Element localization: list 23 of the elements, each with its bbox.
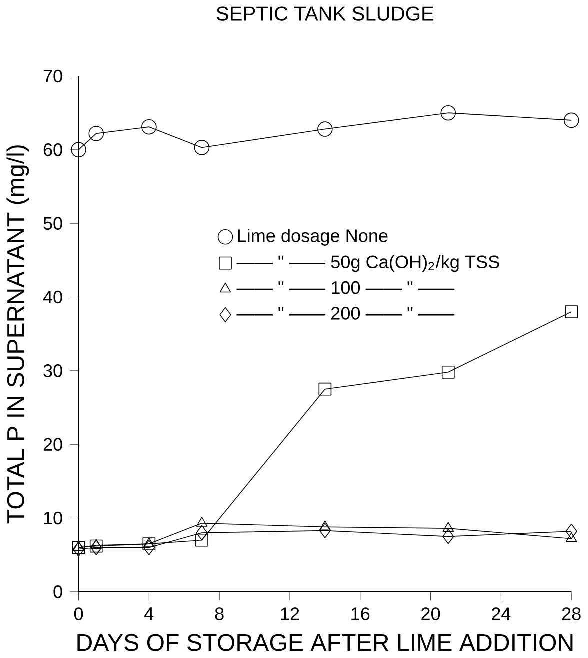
y-tick-label: 30 [44,364,62,378]
y-tick-label: 60 [44,144,62,156]
x-tick-label: 20 [421,608,440,620]
y-tick-label: 20 [44,438,62,452]
x-axis-title: DAYS OF STORAGE AFTER LIME ADDITION [78,634,573,652]
x-tick-label: 4 [144,608,154,620]
x-tick-label: 28 [562,608,581,620]
y-tick-label: 50 [44,217,62,230]
y-tick-label: 70 [44,70,62,83]
x-tick-label: 16 [352,608,370,620]
x-tick-label: 24 [492,608,511,620]
y-axis-title: TOTAL P IN SUPERNATANT (mg/l) [6,146,30,524]
x-tick-label: 12 [281,608,299,620]
y-tick-label: 40 [43,290,62,304]
legend-label: —— " —— 200 —— " —— [236,307,454,320]
legend-label: Lime dosage None [238,229,388,246]
legend-label: —— " —— 50g Ca(OH)$_{2}$/kg TSS [236,255,500,272]
x-tick-label: 8 [215,608,224,620]
y-tick-label: 0 [54,586,62,598]
chart-title: SEPTIC TANK SLUDGE [216,6,434,21]
x-tick-label: 0 [74,608,83,620]
legend-label: —— " —— 100 —— " —— [236,281,454,294]
y-tick-label: 10 [44,512,62,525]
